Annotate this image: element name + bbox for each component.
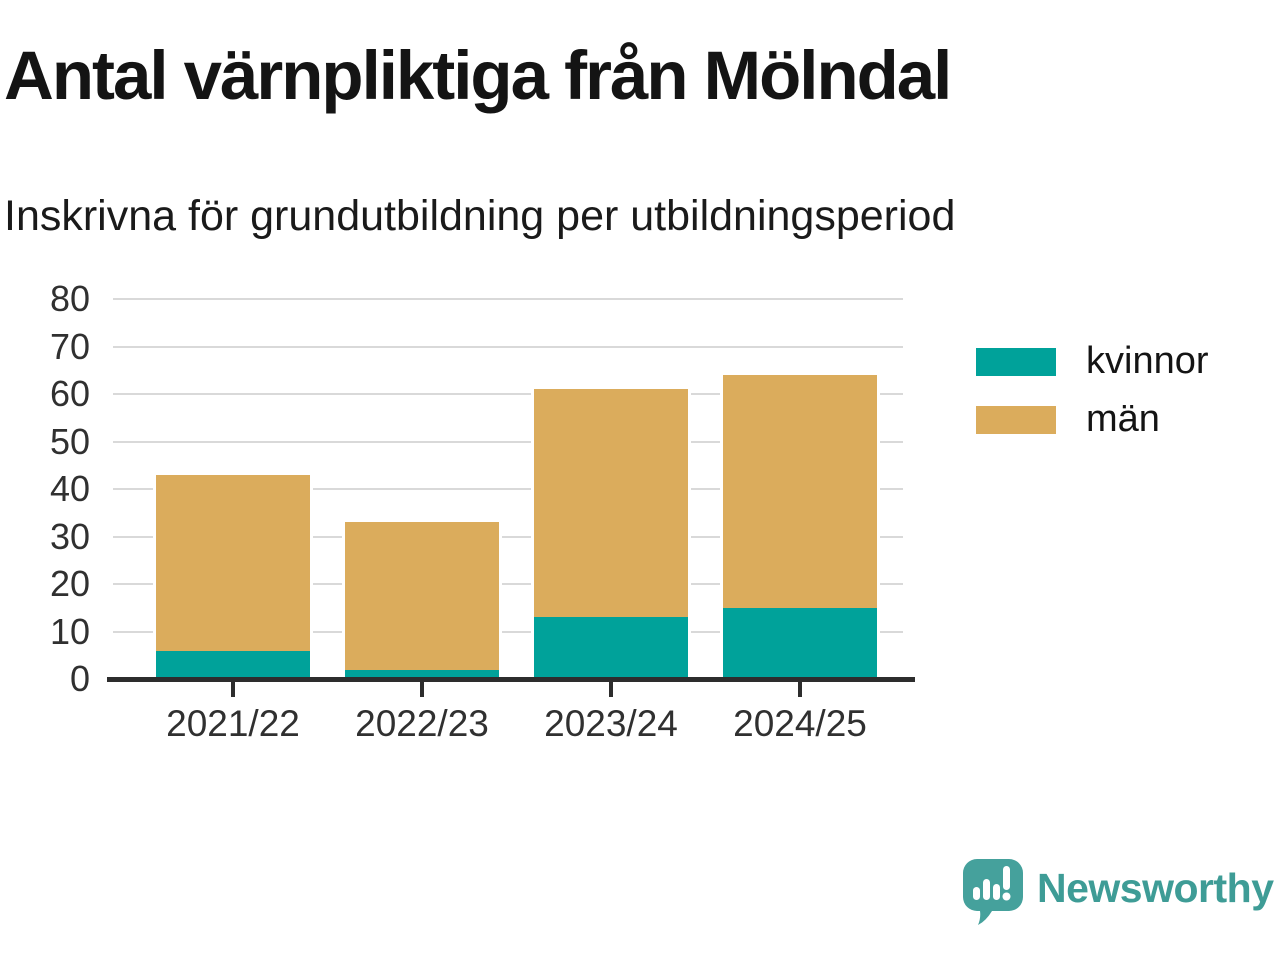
- chart-title: Antal värnpliktiga från Mölndal: [4, 37, 952, 114]
- gridline-10: [113, 630, 903, 633]
- legend-swatch-män: [976, 405, 1056, 434]
- y-axis-label: 30: [49, 515, 90, 557]
- x-axis-line: [107, 676, 915, 682]
- x-axis-tick-2024/25: [798, 682, 802, 697]
- x-axis-tick-2022/23: [420, 682, 424, 697]
- bar-segment-kvinnor-2021/22: [156, 650, 310, 679]
- y-axis-label: 40: [49, 468, 90, 509]
- y-axis-label: 60: [49, 373, 90, 414]
- y-axis-label: 20: [49, 563, 90, 604]
- bar-segment-män-2021/22: [156, 474, 310, 651]
- x-axis-tick-2023/24: [609, 682, 613, 697]
- y-axis-label: 80: [49, 278, 90, 319]
- x-axis-label: 2021/22: [166, 703, 300, 744]
- bar-segment-män-2023/24: [534, 389, 688, 618]
- newsworthy-logo-icon: [963, 859, 1023, 925]
- y-axis-label: 70: [49, 325, 90, 367]
- chart-subtitle: Inskrivna för grundutbildning per utbild…: [4, 192, 956, 240]
- brand-footer: Newsworthy: [962, 858, 1274, 928]
- gridline-60: [113, 393, 903, 395]
- x-axis-tick-2021/22: [231, 682, 235, 697]
- bar-segment-kvinnor-2024/25: [723, 607, 877, 679]
- bar-segment-män-2022/23: [345, 522, 499, 670]
- gridline-80: [113, 298, 903, 300]
- legend-swatch-kvinnor: [976, 347, 1056, 376]
- y-axis-label: 10: [49, 610, 90, 652]
- gridline-70: [113, 345, 903, 348]
- y-axis-label: 0: [69, 658, 90, 699]
- x-axis-label: 2023/24: [544, 703, 678, 744]
- gridline-50: [113, 440, 903, 443]
- bar-segment-kvinnor-2023/24: [534, 617, 688, 679]
- brand-name: Newsworthy: [1037, 864, 1274, 911]
- legend-item-män: män: [976, 398, 1160, 441]
- bar-segment-män-2024/25: [723, 375, 877, 608]
- legend-item-kvinnor: kvinnor: [976, 340, 1209, 383]
- x-axis-label: 2022/23: [355, 703, 489, 744]
- x-axis-label: 2024/25: [733, 703, 867, 744]
- bar-segment-kvinnor-2022/23: [345, 669, 499, 679]
- gridline-20: [113, 583, 903, 585]
- gridline-30: [113, 535, 903, 538]
- gridline-40: [113, 488, 903, 490]
- legend-label: män: [1086, 398, 1160, 440]
- legend-label: kvinnor: [1086, 340, 1209, 382]
- y-axis-label: 50: [49, 420, 90, 462]
